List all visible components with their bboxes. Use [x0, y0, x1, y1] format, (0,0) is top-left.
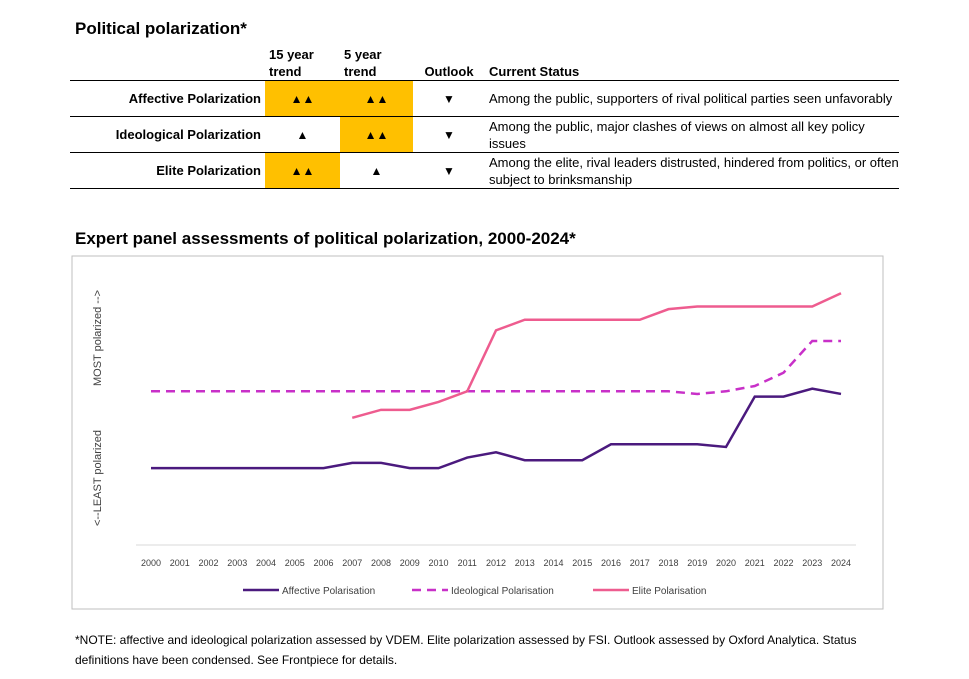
trend-cell: ▼ — [443, 127, 455, 142]
x-tick-label: 2009 — [400, 558, 420, 568]
column-header: Outlook — [424, 64, 474, 79]
chart-frame — [71, 255, 884, 610]
table-title: Political polarization* — [75, 19, 247, 38]
x-tick-label: 2006 — [313, 558, 333, 568]
x-tick-label: 2018 — [658, 558, 678, 568]
trend-cell: ▲▲ — [340, 81, 413, 116]
x-tick-label: 2014 — [543, 558, 563, 568]
table-row: Affective Polarization ▲▲ ▲▲ ▼ Among the pub… — [70, 80, 899, 116]
legend-label: Ideological Polarisation — [451, 586, 554, 597]
row-label: Elite Polarization — [156, 163, 261, 178]
x-tick-label: 2010 — [428, 558, 448, 568]
y-axis-label: MOST polarized --> — [92, 290, 104, 386]
series-line — [151, 387, 842, 470]
status-cell: Among the public, supporters of rival po… — [489, 91, 893, 106]
x-tick-label: 2023 — [802, 558, 822, 568]
x-tick-label: 2021 — [745, 558, 765, 568]
x-tick-label: 2022 — [773, 558, 793, 568]
chart-title: Expert panel assessments of political po… — [75, 229, 576, 248]
column-header: 5 year trend — [344, 47, 382, 79]
x-tick-label: 2020 — [716, 558, 736, 568]
trend-cell: ▼ — [443, 163, 455, 178]
x-tick-label: 2012 — [486, 558, 506, 568]
x-tick-label: 2024 — [831, 558, 851, 568]
x-tick-label: 2000 — [141, 558, 161, 568]
x-tick-label: 2019 — [687, 558, 707, 568]
trend-cell: ▲▲ — [265, 153, 340, 188]
status-cell: Among the elite, rival leaders distruste… — [489, 154, 899, 187]
legend-label: Affective Polarisation — [282, 586, 375, 597]
trend-cell: ▲ — [370, 163, 383, 178]
x-tick-label: 2007 — [342, 558, 362, 568]
table-row: Ideological Polarization ▲ ▲▲ ▼ Among the pu… — [70, 116, 899, 152]
x-tick-label: 2008 — [371, 558, 391, 568]
y-axis-label: <--LEAST polarized — [92, 430, 104, 526]
x-tick-label: 2015 — [572, 558, 592, 568]
x-tick-label: 2016 — [601, 558, 621, 568]
x-tick-label: 2002 — [198, 558, 218, 568]
table-row: Elite Polarization ▲▲ ▲ ▼ Among the elite, r… — [70, 152, 899, 189]
x-tick-label: 2011 — [458, 558, 477, 568]
legend-label: Elite Polarisation — [632, 586, 706, 597]
table: 15 year trend 5 year trend Outlook Current … — [70, 46, 899, 189]
trend-cell: ▼ — [443, 91, 455, 106]
column-header: Current Status — [489, 64, 580, 79]
row-label: Affective Polarization — [128, 91, 261, 106]
column-header: 15 year trend — [269, 47, 314, 79]
note: *NOTE: affective and ideological polariz… — [75, 633, 857, 667]
row-label: Ideological Polarization — [115, 127, 261, 142]
trend-cell: ▲ — [296, 127, 309, 142]
trend-cell: ▲▲ — [265, 81, 340, 116]
x-tick-label: 2017 — [630, 558, 650, 568]
series-line — [351, 292, 842, 420]
x-tick-label: 2004 — [256, 558, 276, 568]
x-tick-label: 2005 — [285, 558, 305, 568]
series-line — [151, 339, 841, 396]
status-cell: Among the public, major clashes of views… — [489, 118, 865, 151]
x-tick-label: 2013 — [515, 558, 535, 568]
x-tick-label: 2003 — [227, 558, 247, 568]
trend-cell: ▲▲ — [340, 117, 413, 152]
x-tick-label: 2001 — [170, 558, 190, 568]
